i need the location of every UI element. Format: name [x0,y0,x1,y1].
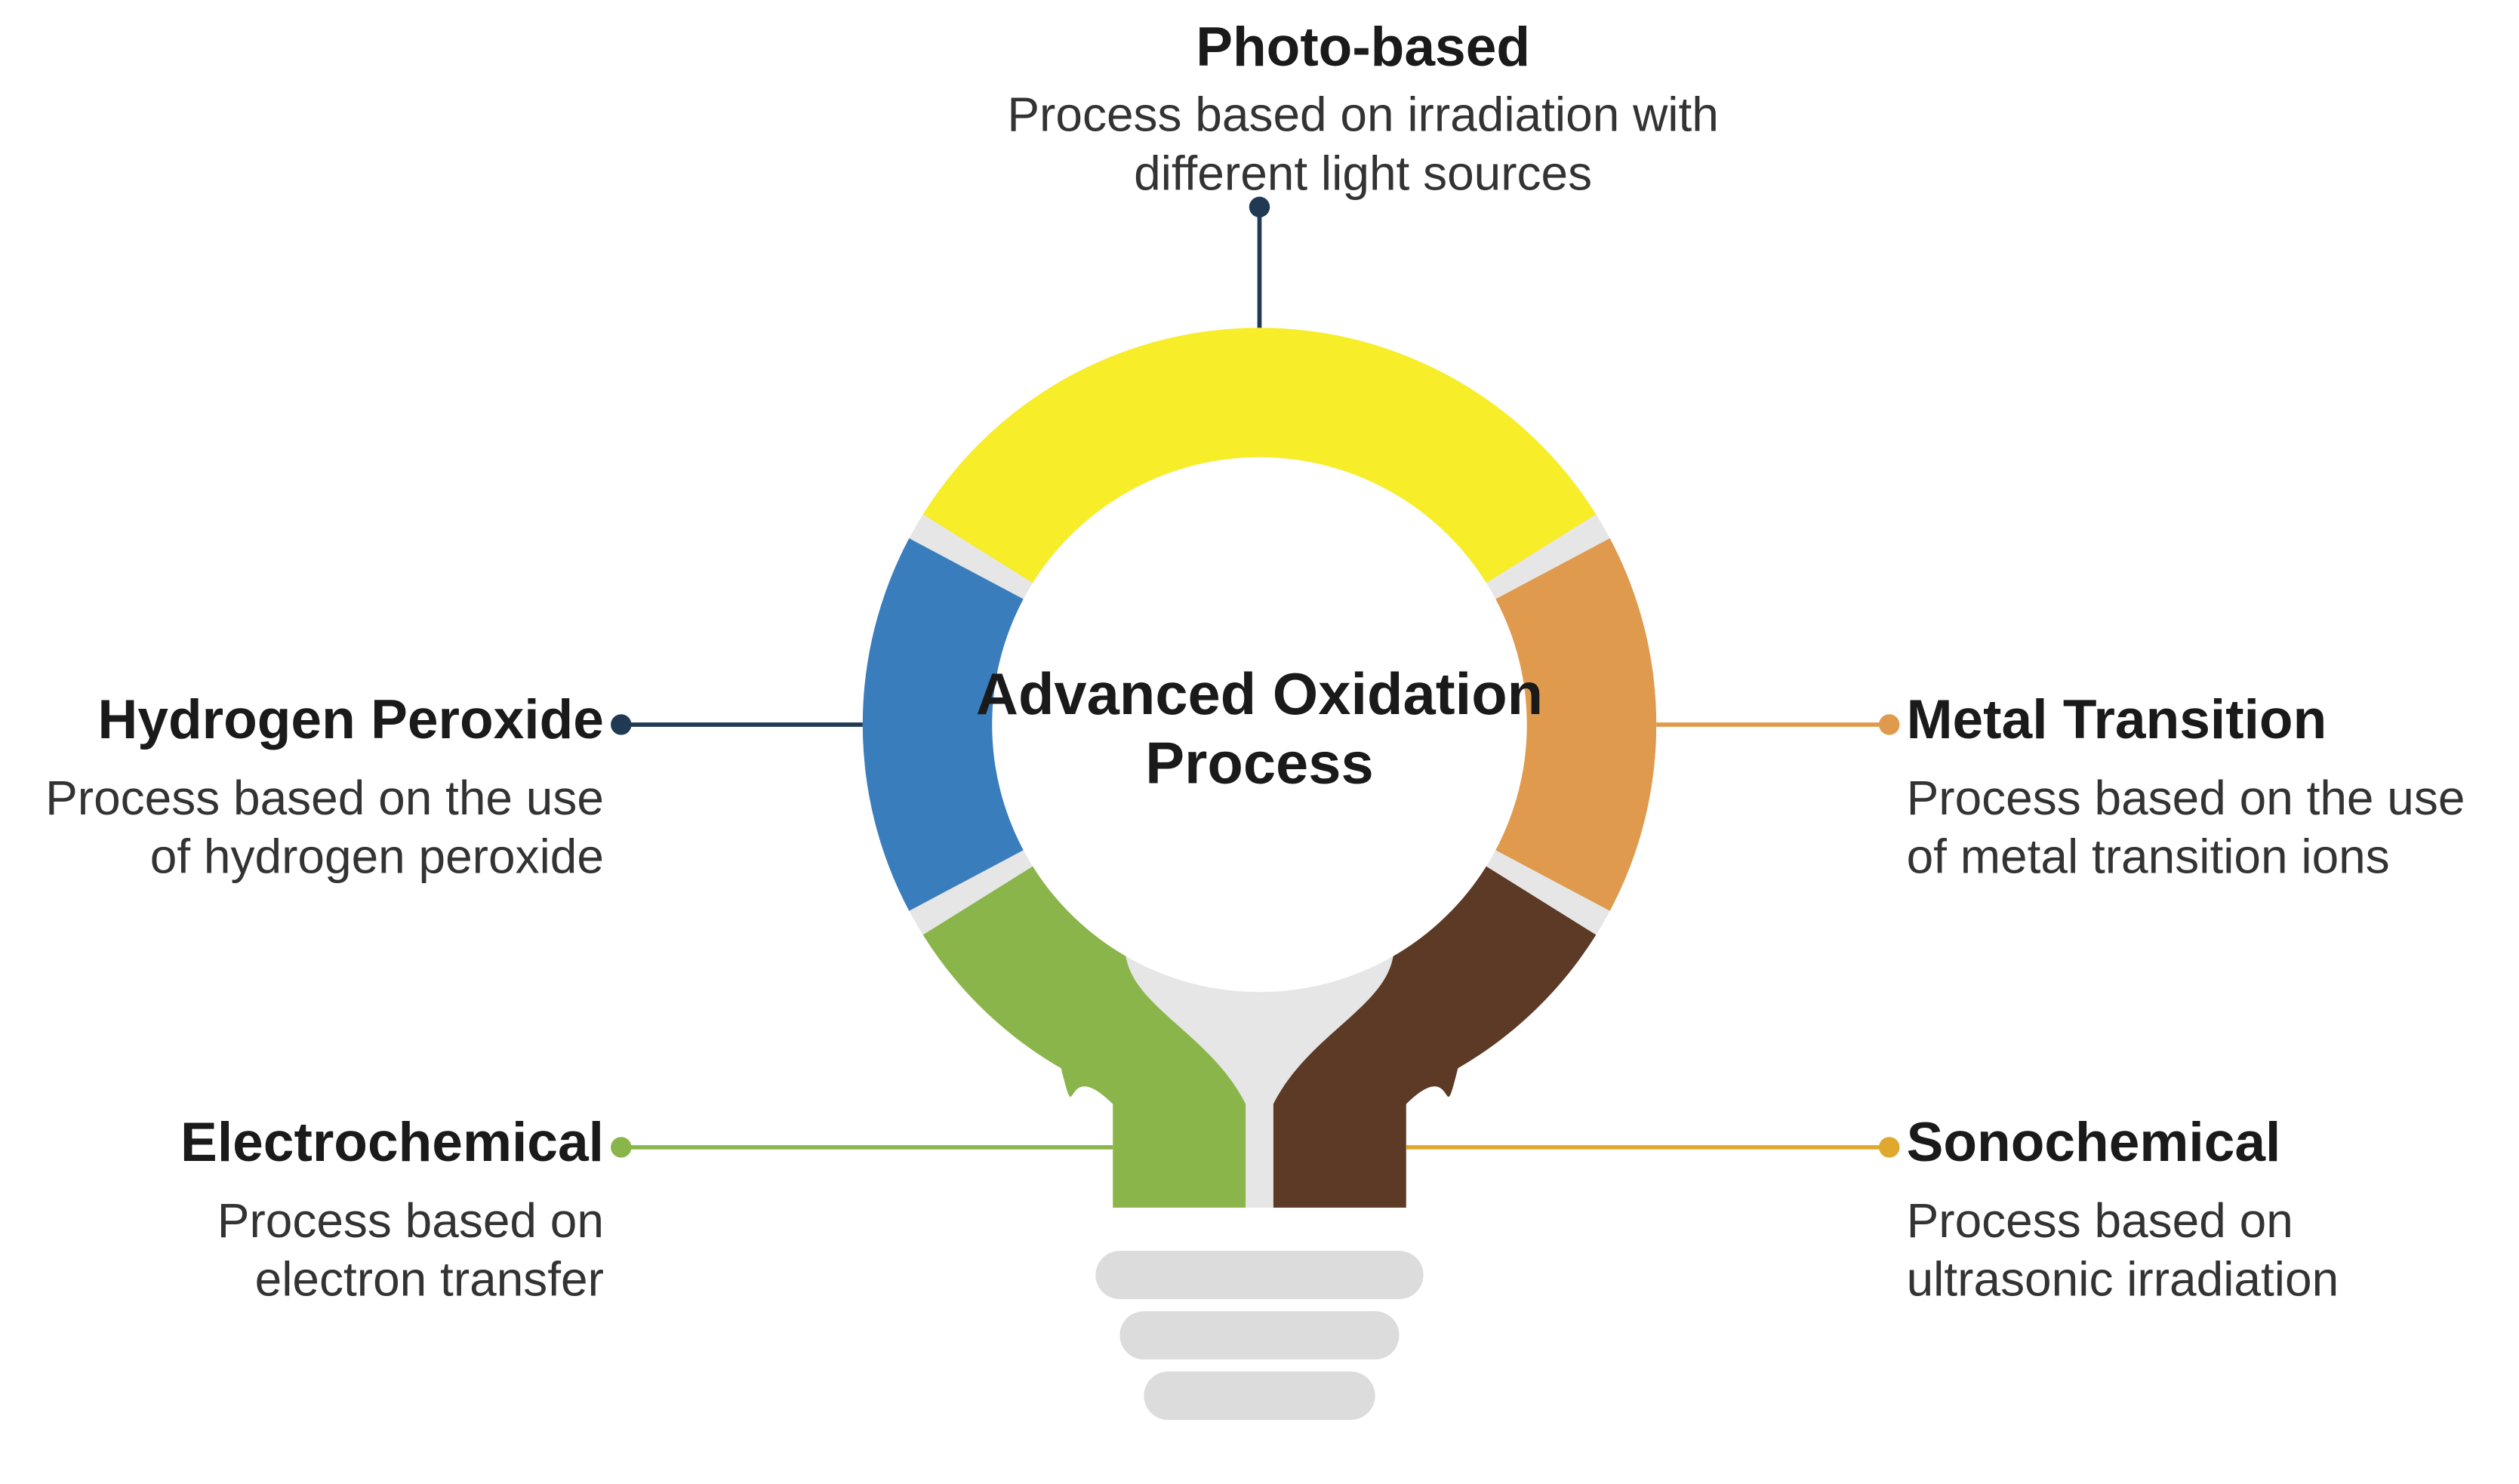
leader-dot [611,714,631,734]
photo-desc2: different light sources [1134,146,1592,200]
bulb-base-bar [1095,1251,1423,1299]
metal-desc1: Process based on the use [1907,771,2465,825]
center-title-line2: Process [1145,731,1373,796]
oxidation-infographic: Advanced OxidationProcess Photo-based Pro… [0,0,2519,1484]
sono-desc2: ultrasonic irradiation [1907,1252,2339,1306]
electro-desc2: electron transfer [255,1252,604,1306]
sono-desc1: Process based on [1907,1193,2293,1248]
h2o2-desc1: Process based on the use [45,771,604,825]
metal-title: Metal Transition [1907,689,2327,750]
photo-title: Photo-based [1196,17,1530,78]
leader-dot [611,1137,631,1157]
h2o2-desc2: of hydrogen peroxide [150,830,604,884]
sono-title: Sonochemical [1907,1112,2281,1173]
electro-title: Electrochemical [180,1112,604,1173]
metal-desc2: of metal transition ions [1907,830,2390,884]
photo-desc1: Process based on irradiation with [1007,88,1719,142]
center-title-line1: Advanced Oxidation [976,662,1543,727]
leader-dot [1879,1137,1899,1157]
h2o2-title: Hydrogen Peroxide [97,689,603,750]
leader-dot [1879,714,1899,734]
bulb-base-bar [1144,1372,1375,1420]
bulb-base-bar [1119,1311,1399,1359]
electro-desc1: Process based on [217,1193,604,1248]
